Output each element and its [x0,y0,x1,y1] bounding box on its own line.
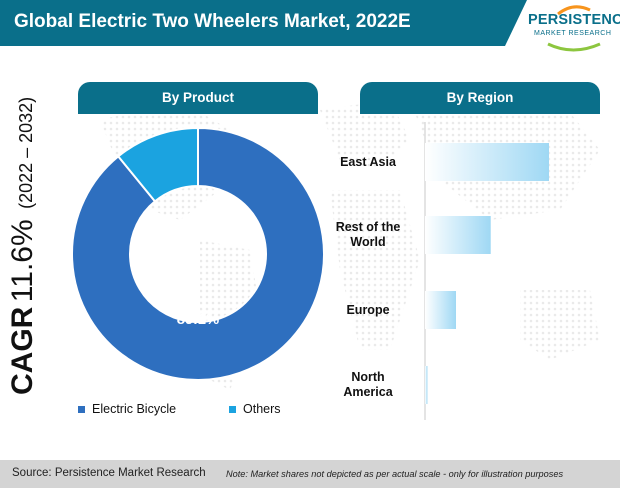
region-bar-europe [425,291,456,329]
region-label-east-asia: East Asia [340,154,396,169]
legend-item-electric-bicycle: Electric Bicycle [78,402,176,416]
chart-canvas: 89.1% [71,122,549,420]
legend-swatch-electric-bicycle [78,405,85,413]
region-label-europe: Europe [346,302,390,317]
legend-item-others: Others [229,402,281,416]
pie-slice-others [116,126,199,203]
region-bar-rest-of-the-world [425,216,491,254]
logo-swoosh-icon [547,5,601,52]
region-bar-east-asia [425,143,549,181]
legend-label-others: Others [243,402,281,416]
pie-slice-electric-bicycle [71,126,325,381]
footer-note: Note: Market shares not depicted as per … [226,469,564,479]
logo-name: PERSISTENCE [528,12,620,28]
logo-subtitle: MARKET RESEARCH [534,30,612,37]
title-bar: Global Electric Two Wheelers Market, 202… [0,0,527,46]
tab-by-region: By Region [360,82,600,114]
page-title: Global Electric Two Wheelers Market, 202… [14,11,411,32]
region-bar-north-america [425,366,428,404]
region-label-rest-of-the-world: Rest of the World [335,220,401,249]
pie-data-label-electric-bicycle: 89.1% [177,311,220,328]
logo: PERSISTENCE MARKET RESEARCH [528,4,620,52]
footer: Source: Persistence Market Research Note… [0,460,620,488]
tab-by-product: By Product [78,82,318,114]
legend-swatch-others [229,405,236,413]
legend-label-electric-bicycle: Electric Bicycle [92,402,177,416]
footer-source: Source: Persistence Market Research [12,467,206,479]
region-label-north-america: North America [343,370,393,399]
